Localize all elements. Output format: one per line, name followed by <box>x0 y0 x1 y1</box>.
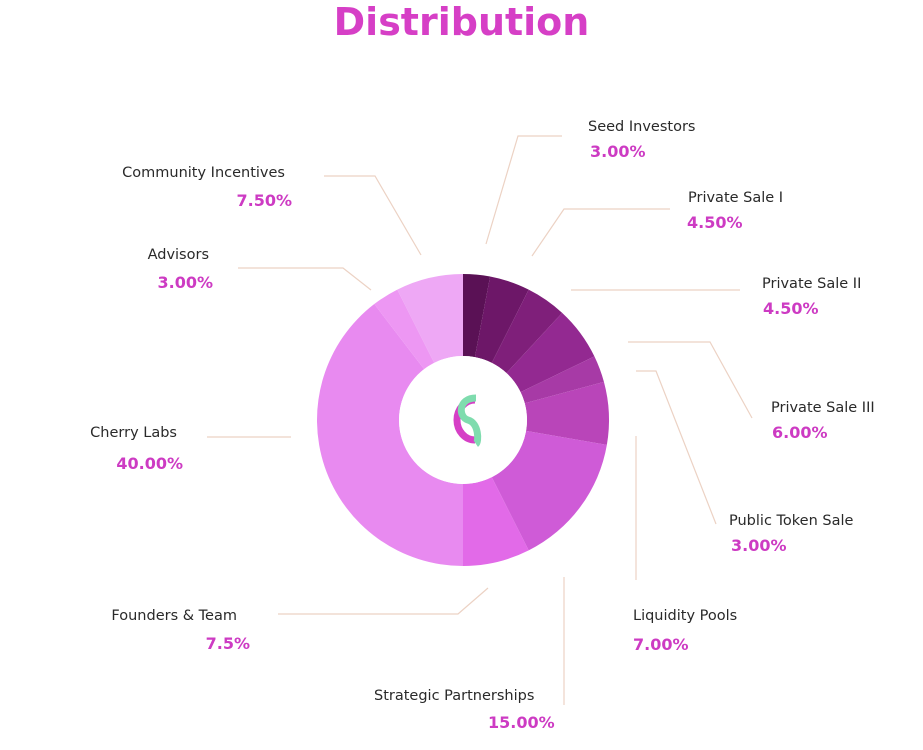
value-label-founders-and-team: 7.5% <box>206 634 250 653</box>
donut-slices <box>317 274 609 566</box>
value-label-public-token-sale: 3.00% <box>731 536 787 555</box>
label-liquidity-pools: Liquidity Pools <box>633 608 737 624</box>
slice-labels: Seed Investors 3.00% Private Sale I 4.50% Pr… <box>90 119 874 732</box>
leader-line-advisors <box>238 267 372 291</box>
leader-line-community-incentives <box>324 175 422 256</box>
label-cherry-labs: Cherry Labs <box>90 425 177 441</box>
slice-cherry-labs <box>317 304 463 566</box>
leader-line-private-sale-i <box>531 208 670 257</box>
leader-lines <box>207 135 753 705</box>
label-private-sale-i: Private Sale I <box>688 190 783 206</box>
value-label-private-sale-i: 4.50% <box>687 213 743 232</box>
value-label-strategic-partnerships: 15.00% <box>488 713 555 732</box>
slice-private-sale-ii <box>491 289 563 374</box>
leader-line-public-token-sale <box>636 370 717 525</box>
label-public-token-sale: Public Token Sale <box>729 513 854 529</box>
slice-strategic-partnerships <box>491 430 607 551</box>
slice-founders-and-team <box>463 477 529 566</box>
slice-private-sale-iii <box>506 312 595 393</box>
label-seed-investors: Seed Investors <box>588 119 695 135</box>
leader-line-private-sale-iii <box>628 341 753 419</box>
leader-line-founders-and-team <box>278 587 489 615</box>
value-label-liquidity-pools: 7.00% <box>633 635 689 654</box>
slice-community-incentives <box>397 274 463 363</box>
value-label-community-incentives: 7.50% <box>236 191 292 210</box>
label-community-incentives: Community Incentives <box>122 165 285 181</box>
cherry-logo-icon <box>453 394 482 447</box>
label-strategic-partnerships: Strategic Partnerships <box>374 688 534 704</box>
slice-seed-investors <box>463 274 491 358</box>
value-label-cherry-labs: 40.00% <box>116 454 183 473</box>
slice-public-token-sale <box>520 356 604 404</box>
value-label-private-sale-iii: 6.00% <box>772 423 828 442</box>
label-founders-and-team: Founders & Team <box>111 608 237 624</box>
label-advisors: Advisors <box>148 247 209 263</box>
slice-advisors <box>374 289 435 370</box>
chart-title: Distribution <box>333 0 590 44</box>
value-label-private-sale-ii: 4.50% <box>763 299 819 318</box>
leader-line-seed-investors <box>485 135 562 245</box>
slice-liquidity-pools <box>524 381 609 445</box>
value-label-advisors: 3.00% <box>157 273 213 292</box>
slice-private-sale-i <box>474 276 529 363</box>
label-private-sale-iii: Private Sale III <box>771 400 875 416</box>
label-private-sale-ii: Private Sale II <box>762 276 861 292</box>
value-label-seed-investors: 3.00% <box>590 142 646 161</box>
